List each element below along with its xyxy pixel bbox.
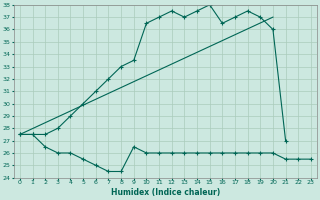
- X-axis label: Humidex (Indice chaleur): Humidex (Indice chaleur): [111, 188, 220, 197]
